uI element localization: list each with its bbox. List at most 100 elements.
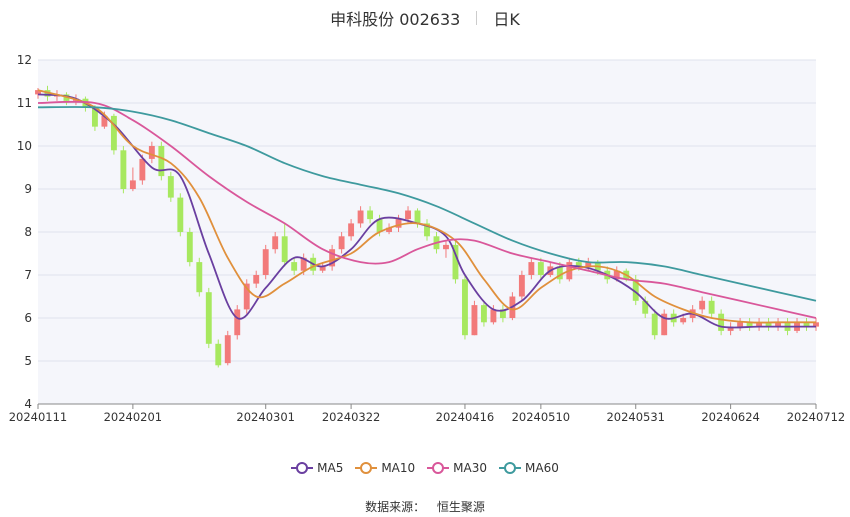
candle-body xyxy=(585,262,592,267)
x-tick-label: 20240111 xyxy=(9,410,68,424)
candle-body xyxy=(338,236,345,250)
candle-body xyxy=(281,236,288,263)
legend-label-ma10: MA10 xyxy=(381,461,416,475)
candle-body xyxy=(196,262,203,293)
candle-body xyxy=(310,257,317,271)
candle-body xyxy=(509,296,516,318)
candle-body xyxy=(803,322,810,327)
candle-body xyxy=(613,270,620,280)
candle-body xyxy=(471,305,478,336)
candle-body xyxy=(575,262,582,267)
candle-body xyxy=(642,300,649,314)
candle-body xyxy=(395,219,402,228)
candle-body xyxy=(272,236,279,250)
candle-body xyxy=(44,90,51,97)
candle-body xyxy=(499,309,506,318)
candle-body xyxy=(215,343,222,366)
candle-body xyxy=(680,318,687,323)
candle-body xyxy=(177,197,184,232)
candle-body xyxy=(300,257,307,271)
candle-body xyxy=(670,313,677,323)
candle-body xyxy=(35,90,41,95)
candle-body xyxy=(746,322,753,327)
candle-body xyxy=(167,176,174,198)
series-line-ma30 xyxy=(37,100,817,319)
legend-label-ma5: MA5 xyxy=(317,461,344,475)
candle-body xyxy=(82,98,89,108)
legend-item-ma60[interactable]: MA60 xyxy=(499,461,559,475)
candle-body xyxy=(528,262,535,275)
candle-body xyxy=(63,94,70,101)
candle-body xyxy=(594,262,601,271)
legend-item-ma5[interactable]: MA5 xyxy=(291,461,343,475)
series-line-ma5 xyxy=(37,93,816,329)
candle-body xyxy=(727,326,734,331)
x-tick-label: 20240531 xyxy=(606,410,665,424)
candle-body xyxy=(661,313,668,336)
y-tick-label: 5 xyxy=(24,354,32,368)
candle-body xyxy=(424,223,430,237)
title-separator xyxy=(476,11,478,25)
legend-item-ma10[interactable]: MA10 xyxy=(355,461,415,475)
y-tick-label: 7 xyxy=(24,268,32,282)
candle-body xyxy=(73,98,79,101)
candle-body xyxy=(632,279,639,301)
y-tick-label: 9 xyxy=(24,182,32,196)
legend-marker-ma5 xyxy=(291,462,314,474)
candle-body xyxy=(414,210,421,224)
candle-body xyxy=(756,322,763,327)
source-value: 恒生聚源 xyxy=(436,500,485,514)
legend-marker-ma10 xyxy=(355,462,378,474)
y-tick-label: 12 xyxy=(17,53,32,67)
candle-body xyxy=(91,107,98,127)
x-tick-label: 20240416 xyxy=(436,410,495,424)
y-tick-label: 6 xyxy=(24,311,32,325)
x-tick-label: 20240201 xyxy=(104,410,163,424)
candle-body xyxy=(433,236,440,250)
candle-body xyxy=(737,322,744,327)
chart-header: 申科股份 002633 日K xyxy=(0,6,850,30)
candle-body xyxy=(699,300,706,310)
candle-body xyxy=(376,219,383,232)
x-tick-label: 20240301 xyxy=(236,410,295,424)
legend: MA5 MA10 MA30 MA60 xyxy=(0,458,850,478)
candle-body xyxy=(547,266,554,275)
candle-body xyxy=(253,275,260,284)
x-tick-label: 20240624 xyxy=(701,410,760,424)
legend-item-ma30[interactable]: MA30 xyxy=(427,461,487,475)
series-line-ma60 xyxy=(37,106,817,302)
candle-body xyxy=(405,210,411,220)
candle-body xyxy=(234,309,241,336)
y-tick-label: 10 xyxy=(17,139,32,153)
candle-body xyxy=(443,244,449,250)
candle-body xyxy=(689,309,696,318)
candle-body xyxy=(765,322,772,327)
candle-body xyxy=(205,292,212,344)
candle-body xyxy=(462,279,468,336)
candle-body xyxy=(348,223,355,237)
data-source: 数据来源： 恒生聚源 xyxy=(0,498,850,515)
candle-body xyxy=(784,322,791,331)
candle-body xyxy=(718,313,725,331)
candle-body xyxy=(490,309,497,323)
candle-body xyxy=(518,275,525,297)
y-tick-label: 11 xyxy=(17,96,32,110)
plot-background xyxy=(38,60,816,404)
candle-body xyxy=(367,210,374,220)
candle-body xyxy=(129,180,136,189)
y-tick-label: 4 xyxy=(24,397,32,411)
candle-body xyxy=(186,232,193,263)
candle-body xyxy=(623,270,630,280)
candle-body xyxy=(775,322,781,327)
candle-body xyxy=(262,249,269,275)
candle-body xyxy=(110,115,117,151)
chart-title: 申科股份 002633 xyxy=(330,10,461,29)
candle-body xyxy=(319,266,326,271)
candle-body xyxy=(386,227,392,232)
candle-body xyxy=(604,270,611,280)
y-tick-label: 8 xyxy=(24,225,32,239)
candle-body xyxy=(329,249,336,267)
candle-body xyxy=(158,146,165,177)
